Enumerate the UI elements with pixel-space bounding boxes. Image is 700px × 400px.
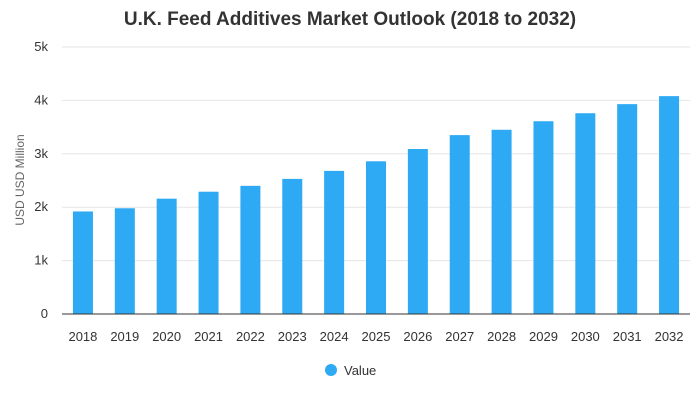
bar-2027[interactable] (449, 135, 470, 314)
bar-2021[interactable] (198, 191, 219, 314)
x-tick-label: 2023 (278, 329, 307, 344)
bar-2019[interactable] (114, 208, 135, 314)
y-tick-label: 3k (34, 146, 48, 161)
bar-2026[interactable] (407, 148, 428, 314)
y-tick-label: 2k (34, 199, 48, 214)
bar-2020[interactable] (156, 198, 177, 314)
x-tick-label: 2019 (110, 329, 139, 344)
x-tick-label: 2026 (403, 329, 432, 344)
x-tick-label: 2030 (571, 329, 600, 344)
y-axis-label: USD USD Million (13, 134, 27, 225)
x-tick-label: 2029 (529, 329, 558, 344)
legend-marker-icon (325, 364, 337, 376)
y-tick-label: 4k (34, 92, 48, 107)
bar-2030[interactable] (575, 113, 596, 314)
bar-2028[interactable] (491, 129, 512, 314)
bar-2025[interactable] (366, 161, 386, 314)
y-tick-label: 5k (34, 39, 48, 54)
x-tick-label: 2032 (655, 329, 684, 344)
x-tick-label: 2018 (68, 329, 97, 344)
bar-2022[interactable] (240, 185, 261, 314)
legend-label: Value (344, 363, 376, 378)
bar-2032[interactable] (659, 96, 680, 315)
x-axis-ticks: 2018 2019 2020 2021 2022 2023 2024 2025 2026 2027… (68, 329, 683, 344)
chart-title: U.K. Feed Additives Market Outlook (2018… (124, 9, 576, 30)
y-tick-label: 0 (41, 306, 48, 321)
bar-2018[interactable] (72, 211, 93, 314)
x-tick-label: 2024 (320, 329, 349, 344)
bar-2031[interactable] (617, 104, 638, 314)
x-tick-label: 2027 (445, 329, 474, 344)
x-tick-label: 2031 (613, 329, 642, 344)
x-tick-label: 2020 (152, 329, 181, 344)
x-tick-label: 2025 (362, 329, 391, 344)
x-tick-label: 2028 (487, 329, 516, 344)
bar-2024[interactable] (324, 170, 345, 314)
legend[interactable]: Value (325, 363, 376, 378)
bar-2023[interactable] (282, 178, 303, 314)
bars (72, 96, 680, 315)
bar-2029[interactable] (533, 121, 554, 314)
y-tick-label: 1k (34, 253, 48, 268)
y-axis-ticks: 0 1k 2k 3k 4k 5k (34, 39, 48, 321)
x-tick-label: 2022 (236, 329, 265, 344)
x-tick-label: 2021 (194, 329, 223, 344)
